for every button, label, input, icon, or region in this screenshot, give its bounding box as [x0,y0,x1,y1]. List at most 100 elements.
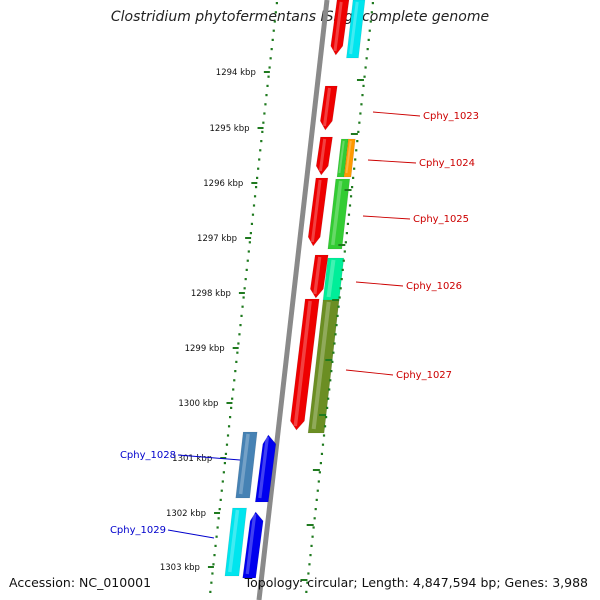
tick-dot-left [232,388,235,391]
tick-dot-right [362,84,365,87]
tick-dot-right [319,462,322,465]
tick-dot-right [330,370,333,373]
feature-layer [224,0,366,579]
tick-dot-right [316,489,319,492]
tick-dot-right [371,2,374,5]
tick-dot-left [246,259,249,262]
gene-feature-shine-3 [318,138,327,172]
tick-dot-left [274,11,277,14]
scale-label: 1298 kbp [191,289,231,299]
tick-dot-left [238,333,241,336]
gene-feature-shine-0 [333,1,343,52]
gene-feature-3 [315,136,333,176]
tick-dot-left [209,590,212,593]
scale-label: 1301 kbp [172,454,212,464]
gene-feature-shine-7 [331,180,343,246]
gene-label: Cphy_1029 [110,525,166,536]
tick-dot-right [361,94,364,97]
gene-feature-15 [242,511,264,579]
gene-feature-shine-14 [228,509,240,573]
tick-dot-right [353,167,356,170]
tick-dot-left [233,379,236,382]
tick-dot-right [309,554,312,557]
tick-dot-left [267,75,270,78]
genome-summary-text: Topology: circular; Length: 4,847,594 bp… [244,575,588,590]
tick-dot-right [321,443,325,446]
tick-dot-left [214,544,217,547]
scale-label: 1294 kbp [216,68,256,78]
tick-dot-right [333,342,336,345]
tick-dot-left [253,195,257,198]
tick-dot-right [326,406,329,409]
tick-dot-right [306,581,309,584]
tick-dot-right [366,48,369,51]
gene-label-leader [167,529,215,539]
tick-dot-right [315,498,318,501]
tick-dot-left [263,112,266,115]
tick-dot-left [249,232,252,235]
map-title: Clostridium phytofermentans ISDg, comple… [110,9,490,25]
gene-feature-shine-15 [245,513,257,575]
tick-dot-right [369,20,372,23]
tick-dot-right [342,259,345,262]
tick-dot-right [308,563,311,566]
gene-label: Cphy_1026 [406,281,462,292]
tick-dot-right [365,57,368,60]
tick-dot-right [360,103,363,106]
tick-dot-right [335,324,338,327]
gene-feature-6 [307,177,329,247]
tick-dot-left [272,29,275,32]
tick-dot-left [226,434,230,437]
tick-dot-right [352,176,355,179]
tick-dot-right [329,379,332,382]
tick-dot-left [269,57,272,60]
tick-dot-left [268,66,271,69]
scale-label: 1295 kbp [209,124,249,134]
tick-dot-right [320,452,324,455]
gene-feature-shine-9 [326,259,336,298]
gene-feature-shine-5 [345,140,352,174]
tick-dot-right [345,232,348,235]
tick-dot-right [340,278,343,281]
tick-dot-right [339,287,342,290]
tick-dot-right [346,222,350,225]
tick-dot-left [243,287,246,290]
tick-dot-left [247,250,250,253]
tick-dot-left [273,20,276,23]
tick-dot-right [341,268,344,271]
tick-dot-right [350,186,354,189]
tick-dot-right [305,590,308,593]
tick-dot-left [225,443,229,446]
tick-dot-left [235,360,238,363]
scale-label: 1302 kbp [166,509,206,519]
gene-label: Cphy_1028 [120,450,176,461]
tick-dot-left [252,204,256,207]
tick-dot-left [217,517,220,520]
tick-dot-left [259,149,262,152]
tick-dot-right [311,535,314,538]
gene-feature-shine-13 [258,436,270,499]
tick-dot-left [241,305,244,308]
tick-dot-right [338,296,341,299]
gene-label-leader [345,369,394,376]
gene-feature-shine-12 [238,433,250,495]
tick-dot-right [334,333,337,336]
gene-feature-shine-10 [293,300,312,427]
tick-dot-right [312,526,315,529]
tick-dot-left [254,186,258,189]
scale-label: 1299 kbp [185,344,225,354]
tick-dot-left [236,351,239,354]
gene-feature-shine-1 [349,1,359,55]
gene-label-leader [362,215,411,220]
tick-dot-left [227,425,231,428]
gene-feature-8 [310,254,329,299]
tick-dot-right [327,397,330,400]
tick-dot-left [270,48,273,51]
tick-dot-left [231,397,234,400]
tick-dot-right [354,158,357,161]
tick-dot-left [224,452,228,455]
tick-dot-right [313,517,316,520]
tick-dot-left [265,94,268,97]
gene-feature-shine-6 [310,179,322,243]
tick-dot-left [271,38,274,41]
